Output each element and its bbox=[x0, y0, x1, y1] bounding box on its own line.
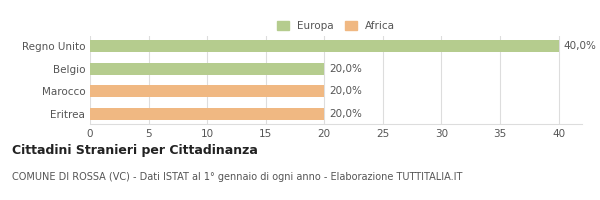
Text: 20,0%: 20,0% bbox=[329, 86, 362, 96]
Text: Cittadini Stranieri per Cittadinanza: Cittadini Stranieri per Cittadinanza bbox=[12, 144, 258, 157]
Text: 20,0%: 20,0% bbox=[329, 109, 362, 119]
Text: 20,0%: 20,0% bbox=[329, 64, 362, 74]
Text: 40,0%: 40,0% bbox=[563, 41, 596, 51]
Bar bbox=[90, 108, 324, 120]
Bar bbox=[90, 85, 324, 97]
Bar bbox=[90, 40, 559, 52]
Bar bbox=[90, 63, 324, 75]
Legend: Europa, Africa: Europa, Africa bbox=[272, 17, 400, 35]
Text: COMUNE DI ROSSA (VC) - Dati ISTAT al 1° gennaio di ogni anno - Elaborazione TUTT: COMUNE DI ROSSA (VC) - Dati ISTAT al 1° … bbox=[12, 172, 463, 182]
